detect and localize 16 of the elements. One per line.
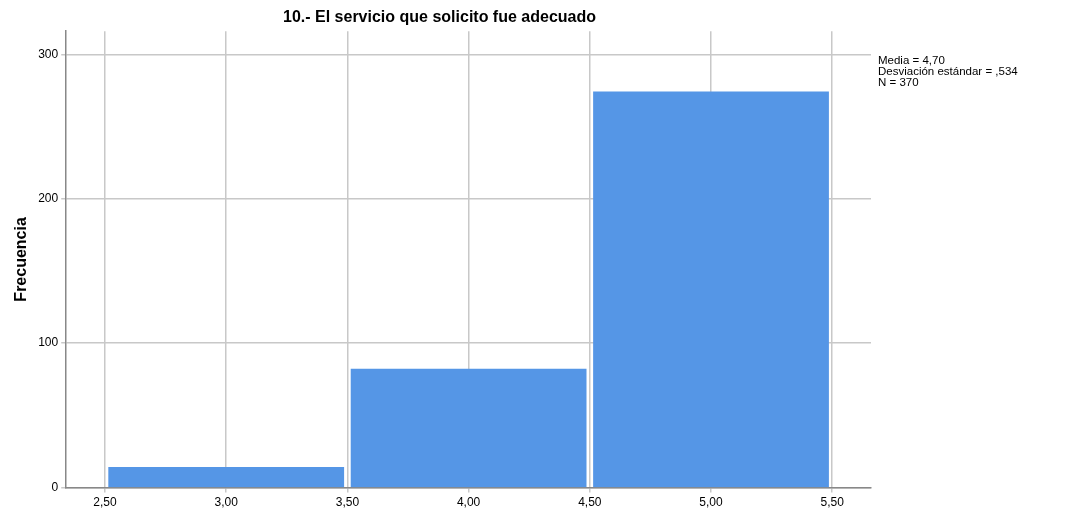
y-tick-label: 300 bbox=[38, 46, 59, 61]
x-tick-label: 2,50 bbox=[93, 495, 118, 510]
x-tick-label: 5,00 bbox=[699, 495, 724, 510]
text: Desviación estándar = ,534 bbox=[878, 65, 1018, 77]
x-tick-label: 5,50 bbox=[820, 495, 845, 510]
text: Media = 4,70 bbox=[878, 54, 946, 66]
y-axis-title: Frecuencia bbox=[12, 217, 30, 302]
y-tick-label: 0 bbox=[51, 479, 59, 494]
x-tick-label: 4,50 bbox=[578, 495, 602, 510]
text: N = 370 bbox=[878, 76, 920, 88]
y-tick-label: 100 bbox=[38, 335, 59, 350]
y-tick-label: 200 bbox=[38, 191, 59, 206]
x-tick-label: 3,00 bbox=[214, 495, 239, 510]
x-tick-label: 3,50 bbox=[335, 495, 360, 510]
x-tick-label: 4,00 bbox=[456, 495, 481, 510]
chart-title: 10.- El servicio que solicito fue adecuado bbox=[283, 8, 597, 26]
